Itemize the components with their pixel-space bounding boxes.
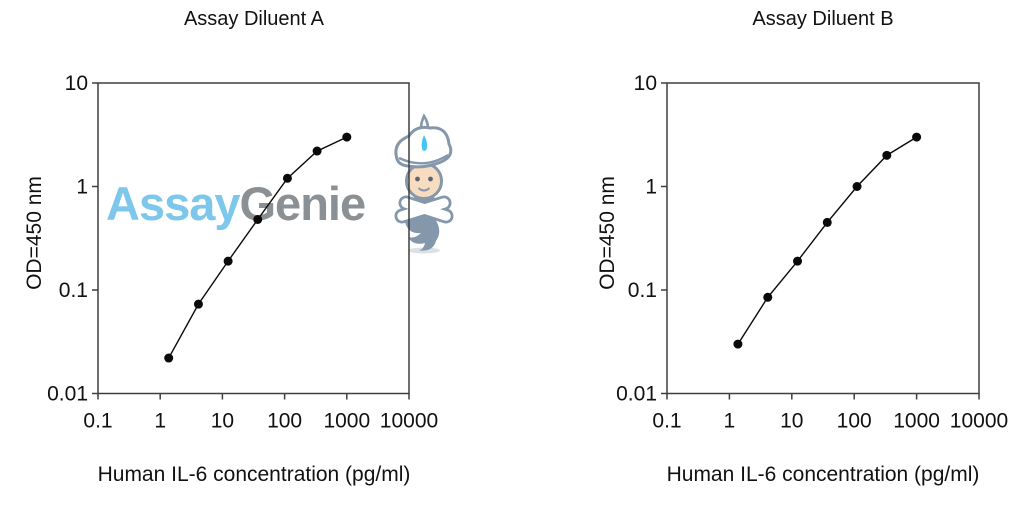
data-point-b [733,339,743,349]
genie-eye-right [428,176,433,182]
series-line-a [168,136,348,359]
y-tick-label-b: 10 [634,72,657,95]
logo-text-assay: Assay [106,177,240,230]
data-point-a [193,299,203,309]
x-tick-label-a: 0.1 [83,410,112,433]
x-tick-label-b: 1000 [893,410,940,433]
data-point-a [342,132,352,142]
data-point-b [763,292,773,302]
x-tick-label-b: 100 [837,410,872,433]
genie-eye-left [415,176,420,182]
data-point-a [312,146,322,156]
chart-b-ylabel-text: OD=450 nm [596,176,619,290]
y-tick-label-a: 1 [76,176,88,199]
y-tick-label-a: 0.01 [47,383,88,406]
chart-b-ylabel: OD=450 nm [591,163,625,303]
x-tick-label-a: 1 [154,410,166,433]
x-tick-label-b: 10 [780,410,803,433]
y-tick-label-a: 10 [65,72,88,95]
assaygenie-logo: AssayGenie [106,177,366,230]
x-tick-label-b: 1 [724,410,736,433]
data-point-b [852,182,862,191]
chart-a-title: Assay Diluent A [183,8,325,30]
chart-a-xlabel: Human IL-6 concentration (pg/ml) [97,463,411,486]
x-tick-label-a: 10000 [380,410,438,433]
y-tick-label-b: 0.1 [628,279,657,302]
y-tick-label-b: 0.01 [616,383,657,406]
y-tick-label-a: 0.1 [59,279,88,302]
data-point-b [912,132,922,142]
genie-turban-band [398,153,449,165]
chart-b-title: Assay Diluent B [752,8,894,30]
chart-b-xlabel: Human IL-6 concentration (pg/ml) [666,463,980,486]
chart-a-ylabel-text: OD=450 nm [23,176,46,290]
data-point-a [164,353,174,363]
x-tick-label-b: 0.1 [652,410,681,433]
data-point-b [882,150,892,160]
data-point-a [282,173,292,183]
data-point-b [793,256,803,266]
plot-frame-a [97,82,410,395]
data-point-a [253,214,263,224]
x-tick-label-a: 1000 [323,410,370,433]
x-tick-label-a: 100 [267,410,302,433]
x-tick-label-b: 10000 [950,410,1008,433]
plot-frame-b [666,82,980,395]
y-tick-label-b: 1 [645,176,657,199]
genie-smile [418,187,430,192]
series-line-b [737,136,917,345]
data-point-b [822,217,832,227]
x-tick-label-a: 10 [211,410,234,433]
genie-gem-icon [421,135,428,151]
data-point-a [223,256,233,266]
chart-a-ylabel: OD=450 nm [18,163,52,303]
